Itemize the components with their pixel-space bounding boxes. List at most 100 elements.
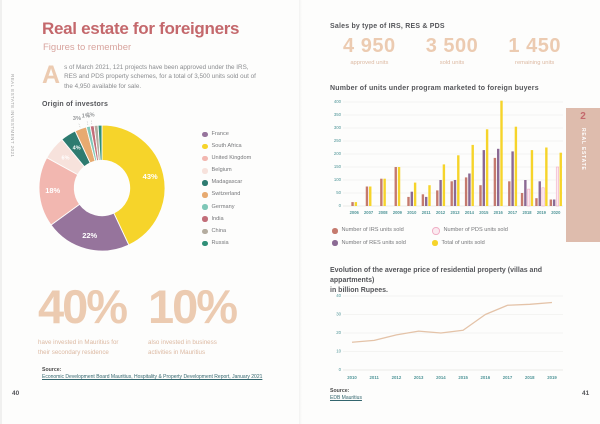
bar bbox=[545, 147, 548, 206]
bar bbox=[464, 177, 468, 206]
x-axis-tick-label: 2020 bbox=[551, 210, 561, 215]
source-label: Source: bbox=[42, 367, 62, 373]
bar bbox=[439, 180, 442, 206]
heading-line-2: in billion Rupees. bbox=[330, 287, 388, 295]
bar bbox=[552, 199, 556, 206]
y-axis-tick-label: 0 bbox=[339, 203, 342, 208]
bar-chart-heading: Number of units under program marketed t… bbox=[330, 85, 539, 92]
legend-label: Number of RES units sold bbox=[341, 239, 406, 246]
bar bbox=[453, 180, 457, 206]
legend-color-dot bbox=[202, 192, 208, 198]
bar bbox=[493, 157, 497, 206]
label-leader-line bbox=[86, 120, 89, 126]
bar bbox=[520, 193, 524, 206]
section-tab-label: REAL ESTATE bbox=[580, 128, 586, 171]
x-axis-tick-label: 2011 bbox=[370, 375, 380, 380]
bar-legend-item: Number of PDS units sold bbox=[432, 227, 508, 235]
donut-legend-item: France bbox=[202, 131, 251, 138]
stat-secondary-residence: 40% have invested in Mauritius for their… bbox=[38, 280, 134, 357]
donut-slice-label: 4% bbox=[73, 145, 81, 151]
big-stats-row: 40% have invested in Mauritius for their… bbox=[38, 280, 244, 357]
bar bbox=[555, 166, 559, 207]
y-axis-tick-label: 100 bbox=[334, 177, 342, 182]
x-axis-tick-label: 2019 bbox=[537, 210, 547, 215]
bar bbox=[485, 129, 489, 206]
bar bbox=[365, 186, 369, 206]
bar bbox=[527, 188, 531, 207]
bar bbox=[530, 150, 534, 206]
intro-text: s of March 2021, 121 projects have been … bbox=[64, 64, 256, 90]
bar bbox=[354, 202, 358, 206]
spine-vertical-text: REAL ESTATE INVESTMENT 2021 bbox=[10, 74, 15, 158]
donut-slice-label: 1% bbox=[82, 113, 90, 119]
stat-caption: remaining units bbox=[515, 60, 555, 66]
stat-caption: have invested in Mauritius for their sec… bbox=[38, 339, 119, 356]
source-label: Source: bbox=[330, 388, 350, 394]
bar bbox=[457, 155, 460, 206]
bar bbox=[428, 185, 431, 206]
legend-label: Germany bbox=[211, 203, 235, 210]
right-source-block: Source: EDB Mauritius bbox=[330, 388, 362, 401]
bar bbox=[425, 196, 428, 206]
legend-color-dot bbox=[332, 240, 338, 246]
bar bbox=[380, 178, 383, 206]
sales-heading: Sales by type of IRS, RES & PDS bbox=[330, 23, 445, 30]
donut-slice-label: 43% bbox=[143, 172, 158, 181]
page-fold bbox=[299, 0, 302, 424]
bar bbox=[436, 190, 439, 206]
page-number-left: 40 bbox=[12, 390, 20, 397]
x-axis-tick-label: 2013 bbox=[414, 375, 424, 380]
donut-slice-south-africa bbox=[101, 124, 166, 246]
x-axis-tick-label: 2017 bbox=[508, 210, 518, 215]
donut-legend-item: Russia bbox=[202, 240, 251, 247]
y-axis-tick-label: 400 bbox=[334, 99, 342, 104]
x-axis-tick-label: 2011 bbox=[422, 210, 432, 215]
x-axis-tick-label: 2012 bbox=[392, 375, 402, 380]
page-subtitle: Figures to remember bbox=[43, 42, 132, 53]
stat-caption: also invested in business activities in … bbox=[148, 339, 217, 356]
y-axis-tick-label: 250 bbox=[334, 138, 342, 143]
legend-color-dot bbox=[202, 143, 208, 150]
y-axis-tick-label: 350 bbox=[334, 112, 342, 117]
source-link[interactable]: Economic Development Board Mauritius, Ho… bbox=[42, 374, 263, 380]
bar bbox=[497, 148, 500, 206]
bar bbox=[369, 186, 372, 206]
bar-legend-item: Number of IRS units sold bbox=[332, 227, 428, 235]
bar bbox=[468, 173, 471, 206]
legend-label: Number of PDS units sold bbox=[443, 227, 508, 234]
units-bar-chart: 0 50 100 150 200 250 300 350 400 2006 2007 2008 2009… bbox=[328, 94, 576, 220]
label-leader-line bbox=[78, 122, 81, 128]
donut-slice-label: 3% bbox=[73, 116, 81, 122]
bar bbox=[549, 199, 553, 206]
bar bbox=[479, 185, 482, 206]
bar bbox=[559, 152, 562, 206]
x-axis-tick-label: 2017 bbox=[503, 375, 513, 380]
bar bbox=[351, 202, 354, 206]
stat-value: 1 450 bbox=[508, 35, 561, 57]
source-link[interactable]: EDB Mauritius bbox=[330, 395, 362, 401]
y-axis-tick-label: 30 bbox=[336, 312, 341, 317]
y-axis-tick-label: 0 bbox=[339, 367, 342, 372]
donut-slice-label: 1% bbox=[86, 112, 94, 118]
x-axis-tick-label: 2019 bbox=[547, 375, 557, 380]
section-tab[interactable]: 2 REAL ESTATE bbox=[566, 108, 600, 242]
donut-legend-item: Madagascar bbox=[202, 179, 251, 186]
dropcap-letter: A bbox=[42, 61, 61, 89]
legend-label: Switzerland bbox=[211, 191, 241, 198]
bar bbox=[450, 181, 453, 206]
legend-label: India bbox=[211, 215, 224, 222]
donut-chart-heading: Origin of investors bbox=[42, 101, 109, 108]
legend-label: China bbox=[211, 227, 227, 234]
donut-slice-label: 22% bbox=[82, 231, 97, 240]
x-axis-tick-label: 2016 bbox=[494, 210, 504, 215]
bar bbox=[407, 196, 410, 206]
legend-label: Madagascar bbox=[211, 179, 243, 186]
bar bbox=[524, 180, 527, 206]
bar bbox=[413, 182, 417, 206]
legend-color-dot bbox=[202, 131, 208, 138]
bar bbox=[535, 198, 538, 206]
y-axis-tick-label: 150 bbox=[334, 164, 342, 169]
donut-legend-item: South Africa bbox=[202, 143, 251, 150]
bar bbox=[511, 151, 514, 206]
